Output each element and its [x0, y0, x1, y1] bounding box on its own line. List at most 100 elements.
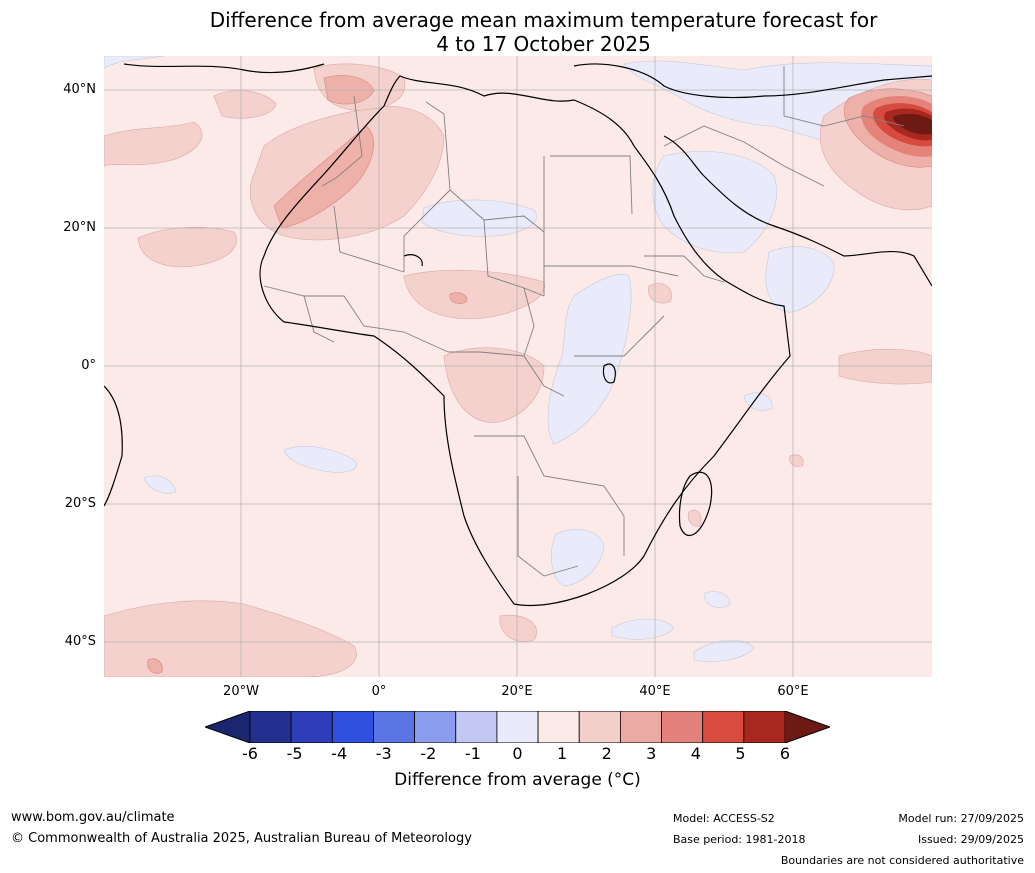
border-line: [644, 255, 725, 283]
footer-issued: Issued: 29/09/2025: [917, 833, 1024, 846]
border-line: [550, 155, 633, 215]
colorbar-cell: [331, 711, 374, 743]
colorbar-cell: [373, 711, 416, 743]
lon-label-20w: 20°W: [223, 684, 259, 699]
anomaly-patch: [693, 639, 755, 662]
title-line-2: 4 to 17 October 2025: [436, 32, 651, 56]
border-line: [448, 351, 525, 357]
border-line: [483, 219, 545, 297]
colorbar-tick-label: 6: [779, 744, 791, 763]
north-coastline: [573, 63, 932, 99]
anomaly-patch: [104, 600, 357, 677]
europe-coastline: [123, 63, 325, 74]
lon-label-40e: 40°E: [639, 684, 671, 699]
border-line: [403, 189, 451, 272]
anomaly-patch: [143, 475, 177, 494]
lat-label-20n: 20°N: [63, 220, 96, 235]
lon-label-20e: 20°E: [501, 684, 533, 699]
colorbar-cell: [537, 711, 580, 743]
colorbar-cell: [661, 711, 704, 743]
lat-label-40s: 40°S: [64, 634, 96, 649]
footer-website: www.bom.gov.au/climate: [11, 810, 175, 825]
colorbar-cell: [455, 711, 498, 743]
colorbar-cell: [578, 711, 621, 743]
anomaly-patch: [499, 614, 537, 642]
colorbar-cell: [496, 711, 539, 743]
map-title: Difference from average mean maximum tem…: [0, 8, 1035, 56]
border-line: [517, 476, 579, 577]
anomaly-patch: [893, 113, 932, 135]
colorbar-tick-label: -3: [375, 744, 392, 763]
colorbar: [205, 711, 830, 743]
anomaly-patch: [687, 509, 702, 527]
colorbar-tick-label: -1: [464, 744, 481, 763]
anomaly-patch: [703, 591, 731, 608]
red-sea-coastline: [663, 135, 705, 177]
colorbar-cell: [249, 711, 292, 743]
title-line-1: Difference from average mean maximum tem…: [209, 8, 878, 32]
colorbar-cell: [702, 711, 745, 743]
colorbar-tick-label: -6: [242, 744, 258, 763]
colorbar-tick-label: 4: [690, 744, 701, 763]
anomaly-patch: [551, 529, 605, 587]
anomaly-patch: [147, 658, 163, 674]
border-line: [303, 295, 335, 343]
anomaly-patch: [213, 90, 277, 119]
border-line: [321, 95, 363, 187]
colorbar-tick-label: 0: [512, 744, 523, 763]
anomaly-patch: [611, 618, 675, 640]
anomaly-patch: [403, 270, 545, 319]
anomaly-patch: [449, 292, 468, 304]
map-canvas: [104, 56, 932, 677]
lon-label-0: 0°: [371, 684, 387, 699]
colorbar-tick-label: -5: [286, 744, 303, 763]
lat-label-0: 0°: [81, 358, 96, 373]
border-line: [574, 315, 665, 357]
colorbar-cell: [619, 711, 662, 743]
lake-line: [403, 254, 423, 267]
colorbar-tick-label: -4: [331, 744, 348, 763]
border-line: [425, 101, 545, 233]
africa-coastline: [259, 75, 791, 606]
border-line: [603, 485, 625, 556]
border-line: [263, 285, 449, 353]
anomaly-patch: [443, 347, 545, 423]
anomaly-patch: [765, 246, 835, 313]
lon-label-60e: 60°E: [777, 684, 809, 699]
colorbar-tick-label: -2: [420, 744, 437, 763]
country-borders: [263, 66, 905, 577]
border-line: [474, 435, 605, 487]
arabia-india-coastline: [703, 175, 932, 287]
colorbar-min-arrow: [205, 711, 250, 743]
colorbar-tick-label: 1: [556, 744, 568, 763]
border-line: [663, 125, 825, 187]
anomaly-patch: [283, 446, 357, 473]
footer-copyright: © Commonwealth of Australia 2025, Austra…: [11, 831, 472, 846]
colorbar-cells: [249, 711, 786, 743]
anomaly-patch: [652, 151, 777, 254]
above-average-hotspot: [861, 96, 932, 157]
footer-disclaimer: Boundaries are not considered authoritat…: [780, 854, 1024, 867]
colorbar-cell: [290, 711, 333, 743]
border-line: [333, 205, 405, 273]
anomaly-patch: [421, 199, 537, 237]
colorbar-tick-label: 5: [735, 744, 746, 763]
footer-model: Model: ACCESS-S2: [673, 812, 775, 825]
forecast-map: [104, 56, 932, 677]
colorbar-label: Difference from average (°C): [394, 770, 641, 790]
anomaly-patch: [104, 56, 165, 69]
anomaly-patch: [547, 274, 632, 445]
lake-victoria: [602, 363, 616, 384]
anomaly-patch: [104, 121, 203, 167]
colorbar-cell: [414, 711, 457, 743]
colorbar-tick-label: 2: [601, 744, 612, 763]
south-america-coastline: [104, 385, 123, 507]
anomaly-patch: [838, 348, 932, 385]
lat-label-20s: 20°S: [64, 496, 96, 511]
footer-model-run: Model run: 27/09/2025: [898, 812, 1024, 825]
border-line: [783, 66, 905, 127]
colorbar-max-arrow: [785, 711, 830, 743]
coastlines: [104, 63, 932, 606]
lat-label-40n: 40°N: [63, 82, 96, 97]
colorbar-tick-label: 3: [646, 744, 657, 763]
